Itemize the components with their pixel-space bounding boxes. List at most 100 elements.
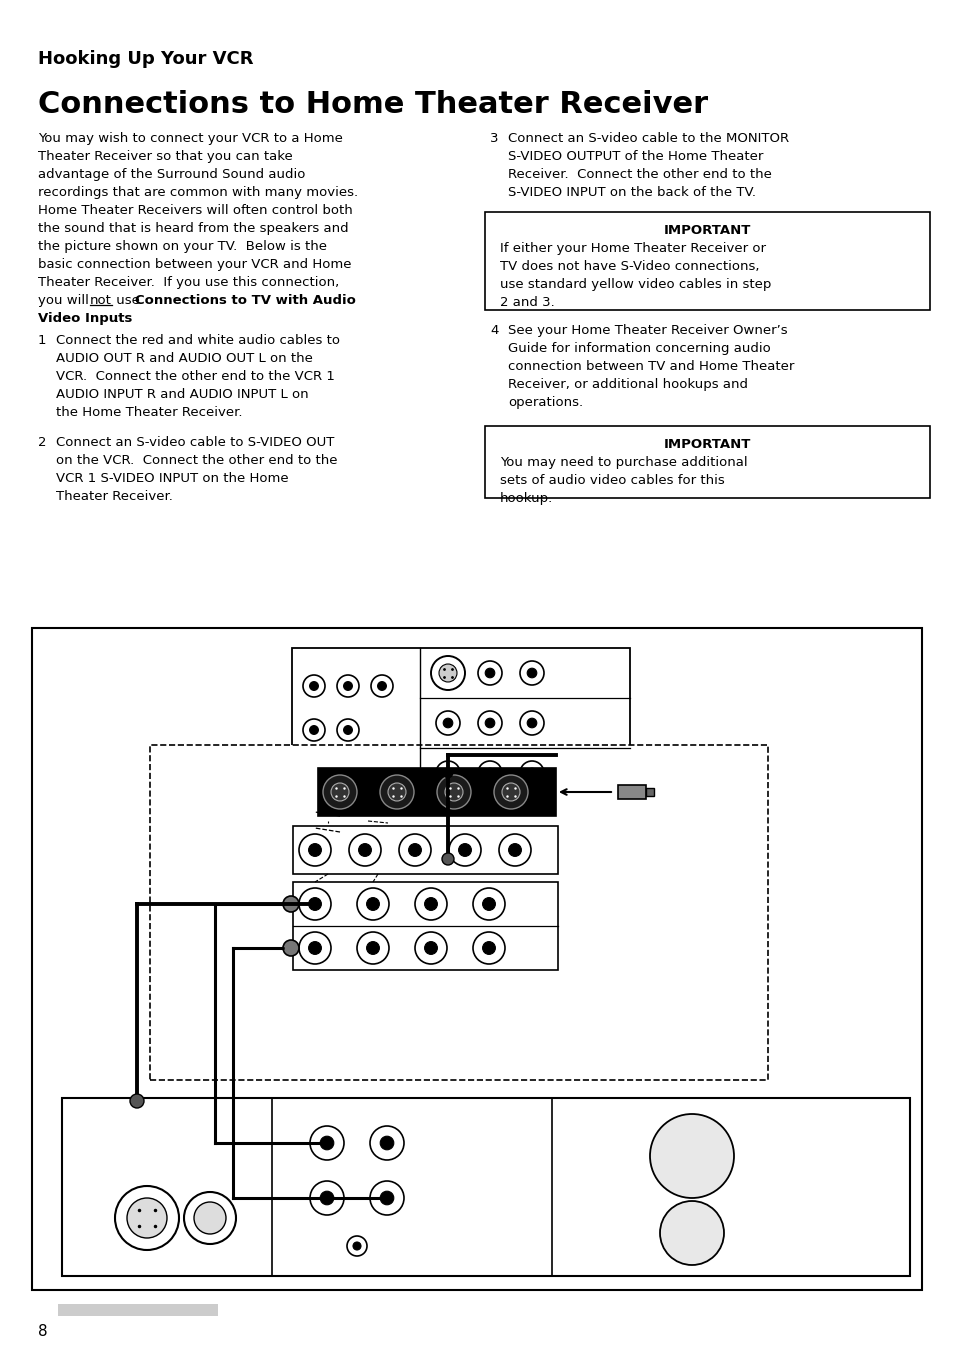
Text: you will: you will [38, 293, 93, 307]
Circle shape [494, 775, 527, 808]
Text: not: not [90, 293, 112, 307]
Text: Connections to TV with Audio: Connections to TV with Audio [135, 293, 355, 307]
Circle shape [477, 711, 501, 735]
Circle shape [115, 1186, 179, 1251]
Text: 1: 1 [38, 334, 47, 347]
Circle shape [519, 761, 543, 786]
Circle shape [370, 1182, 403, 1215]
Circle shape [323, 775, 356, 808]
Text: 2 and 3.: 2 and 3. [499, 296, 554, 310]
Circle shape [508, 844, 521, 856]
Text: IMPORTANT: IMPORTANT [663, 438, 750, 452]
Circle shape [366, 941, 379, 955]
Text: You may wish to connect your VCR to a Home: You may wish to connect your VCR to a Ho… [38, 132, 342, 145]
Circle shape [193, 1202, 226, 1234]
Text: Video Inputs: Video Inputs [38, 312, 132, 324]
Circle shape [443, 768, 453, 777]
Circle shape [298, 834, 331, 867]
Text: Connections to Home Theater Receiver: Connections to Home Theater Receiver [38, 91, 707, 119]
Circle shape [485, 668, 495, 677]
Text: hookup.: hookup. [499, 492, 553, 506]
Circle shape [380, 1136, 394, 1149]
Text: Hooking Up Your VCR: Hooking Up Your VCR [38, 50, 253, 68]
Bar [618, 786, 645, 799]
Circle shape [380, 1191, 394, 1205]
Circle shape [436, 761, 459, 786]
Circle shape [358, 844, 371, 856]
Circle shape [371, 675, 393, 698]
Circle shape [485, 768, 495, 777]
Circle shape [436, 775, 471, 808]
Circle shape [298, 888, 331, 919]
Text: connection between TV and Home Theater: connection between TV and Home Theater [507, 360, 794, 373]
Text: S-VIDEO INPUT on the back of the TV.: S-VIDEO INPUT on the back of the TV. [507, 187, 755, 199]
Circle shape [336, 675, 358, 698]
Circle shape [527, 718, 537, 727]
Text: Receiver, or additional hookups and: Receiver, or additional hookups and [507, 379, 747, 391]
Circle shape [482, 898, 495, 910]
Circle shape [485, 718, 495, 727]
Circle shape [349, 834, 380, 867]
Text: Home Theater Receivers will often control both: Home Theater Receivers will often contro… [38, 204, 353, 218]
Circle shape [477, 661, 501, 685]
Circle shape [303, 719, 325, 741]
Circle shape [356, 888, 389, 919]
Bar [484, 212, 929, 310]
Circle shape [473, 888, 504, 919]
Text: AUDIO OUT R and AUDIO OUT L on the: AUDIO OUT R and AUDIO OUT L on the [56, 352, 313, 365]
Text: VCR.  Connect the other end to the VCR 1: VCR. Connect the other end to the VCR 1 [56, 370, 335, 383]
Circle shape [310, 726, 318, 734]
Circle shape [353, 1242, 360, 1251]
Text: recordings that are common with many movies.: recordings that are common with many mov… [38, 187, 357, 199]
Circle shape [431, 656, 464, 690]
Text: 8: 8 [38, 1324, 48, 1338]
Circle shape [436, 711, 459, 735]
Text: See your Home Theater Receiver Owner’s: See your Home Theater Receiver Owner’s [507, 324, 787, 337]
Text: sets of audio video cables for this: sets of audio video cables for this [499, 475, 724, 487]
Circle shape [477, 761, 501, 786]
Circle shape [308, 941, 321, 955]
Text: Theater Receiver so that you can take: Theater Receiver so that you can take [38, 150, 293, 164]
Bar [150, 745, 767, 1080]
Circle shape [408, 844, 421, 856]
Text: Connect an S-video cable to the MONITOR: Connect an S-video cable to the MONITOR [507, 132, 788, 145]
Text: Connect an S-video cable to S-VIDEO OUT: Connect an S-video cable to S-VIDEO OUT [56, 435, 334, 449]
Circle shape [473, 932, 504, 964]
Bar [317, 768, 556, 817]
Text: IMPORTANT: IMPORTANT [663, 224, 750, 237]
Circle shape [527, 668, 537, 677]
Circle shape [336, 719, 358, 741]
Circle shape [308, 898, 321, 910]
Circle shape [343, 726, 352, 734]
Circle shape [283, 940, 298, 956]
Text: use: use [112, 293, 144, 307]
Circle shape [438, 664, 456, 681]
Text: If either your Home Theater Receiver or: If either your Home Theater Receiver or [499, 242, 765, 256]
Circle shape [377, 681, 386, 691]
Circle shape [415, 888, 447, 919]
Circle shape [184, 1192, 235, 1244]
Circle shape [130, 1094, 144, 1109]
Circle shape [127, 1198, 167, 1238]
Circle shape [449, 834, 480, 867]
Circle shape [501, 783, 519, 800]
Circle shape [283, 896, 298, 913]
Circle shape [659, 1201, 723, 1265]
Bar [58, 1303, 218, 1315]
Text: You may need to purchase additional: You may need to purchase additional [499, 456, 747, 469]
Text: Connect the red and white audio cables to: Connect the red and white audio cables t… [56, 334, 339, 347]
Text: the sound that is heard from the speakers and: the sound that is heard from the speaker… [38, 222, 348, 235]
Circle shape [356, 932, 389, 964]
Circle shape [310, 1126, 344, 1160]
Circle shape [310, 681, 318, 691]
Circle shape [320, 1191, 334, 1205]
Text: the Home Theater Receiver.: the Home Theater Receiver. [56, 406, 242, 419]
Circle shape [519, 711, 543, 735]
Text: Theater Receiver.  If you use this connection,: Theater Receiver. If you use this connec… [38, 276, 339, 289]
Text: TV does not have S-Video connections,: TV does not have S-Video connections, [499, 260, 759, 273]
Circle shape [343, 681, 352, 691]
Bar [32, 627, 921, 1290]
Circle shape [441, 853, 454, 865]
Circle shape [443, 718, 453, 727]
Text: Theater Receiver.: Theater Receiver. [56, 489, 172, 503]
